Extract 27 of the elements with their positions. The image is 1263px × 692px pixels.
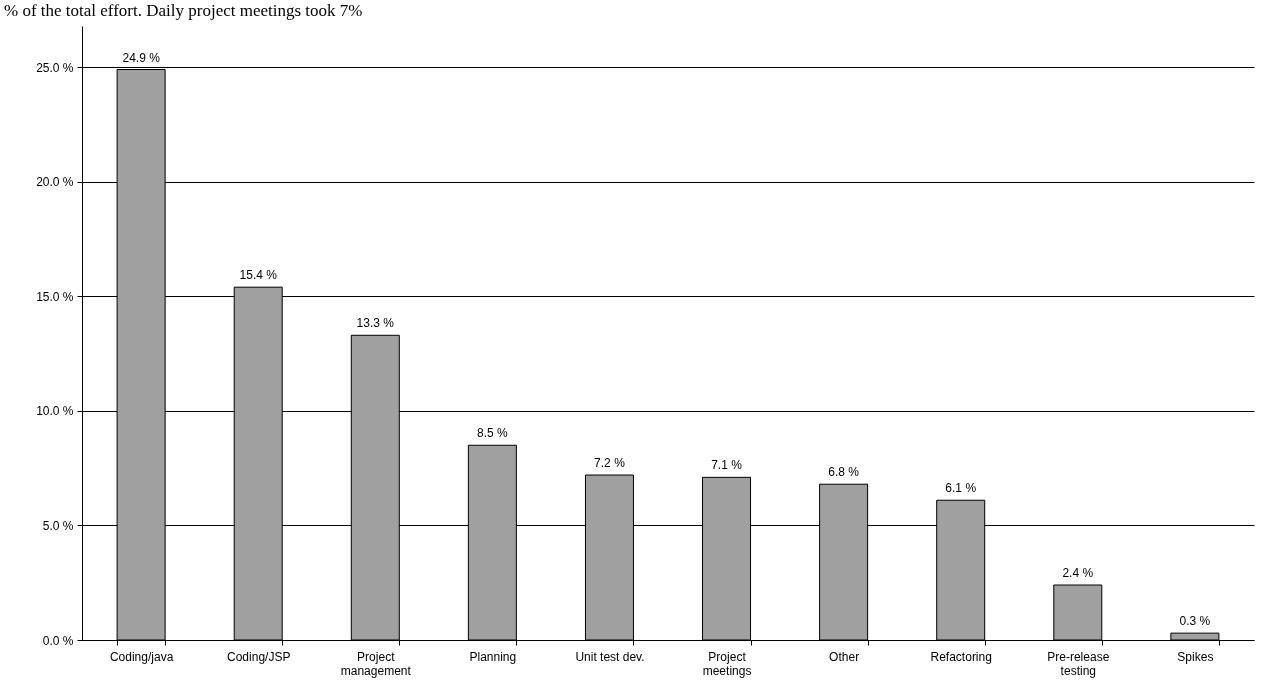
y-tick-label: 20.0 % — [36, 175, 74, 190]
x-tick-label: Project management — [340, 649, 412, 678]
x-tick-label: Planning — [469, 649, 517, 664]
data-label: 7.2 % — [594, 456, 626, 471]
x-tick-label: Spikes — [1177, 649, 1214, 664]
x-tick-label: Refactoring — [930, 649, 992, 664]
y-tick-label: 5.0 % — [42, 518, 74, 533]
data-label: 24.9 % — [122, 50, 161, 65]
y-tick-label: 25.0 % — [36, 60, 74, 75]
data-label: 6.8 % — [828, 465, 860, 480]
y-tick-label: 0.0 % — [42, 633, 74, 648]
x-tick-label: Coding/java — [109, 649, 174, 664]
x-tick-label: Pre-release testing — [1047, 649, 1110, 678]
x-tick-label: Project meetings — [702, 649, 752, 678]
x-tick-label: Other — [829, 649, 860, 664]
x-tick-label: Coding/JSP — [227, 649, 291, 664]
data-label: 2.4 % — [1062, 566, 1094, 581]
data-label: 6.1 % — [945, 481, 977, 496]
y-tick-label: 15.0 % — [36, 289, 74, 304]
data-label: 8.5 % — [477, 426, 509, 441]
text: % of the total effort. Daily project meetings took 7% — [4, 1, 363, 20]
data-label: 7.1 % — [711, 458, 743, 473]
x-tick-label: Unit test dev. — [575, 649, 645, 664]
data-label: 13.3 % — [356, 316, 395, 331]
data-label: 0.3 % — [1179, 614, 1211, 629]
data-label: 15.4 % — [239, 268, 278, 283]
y-tick-label: 10.0 % — [36, 404, 74, 419]
